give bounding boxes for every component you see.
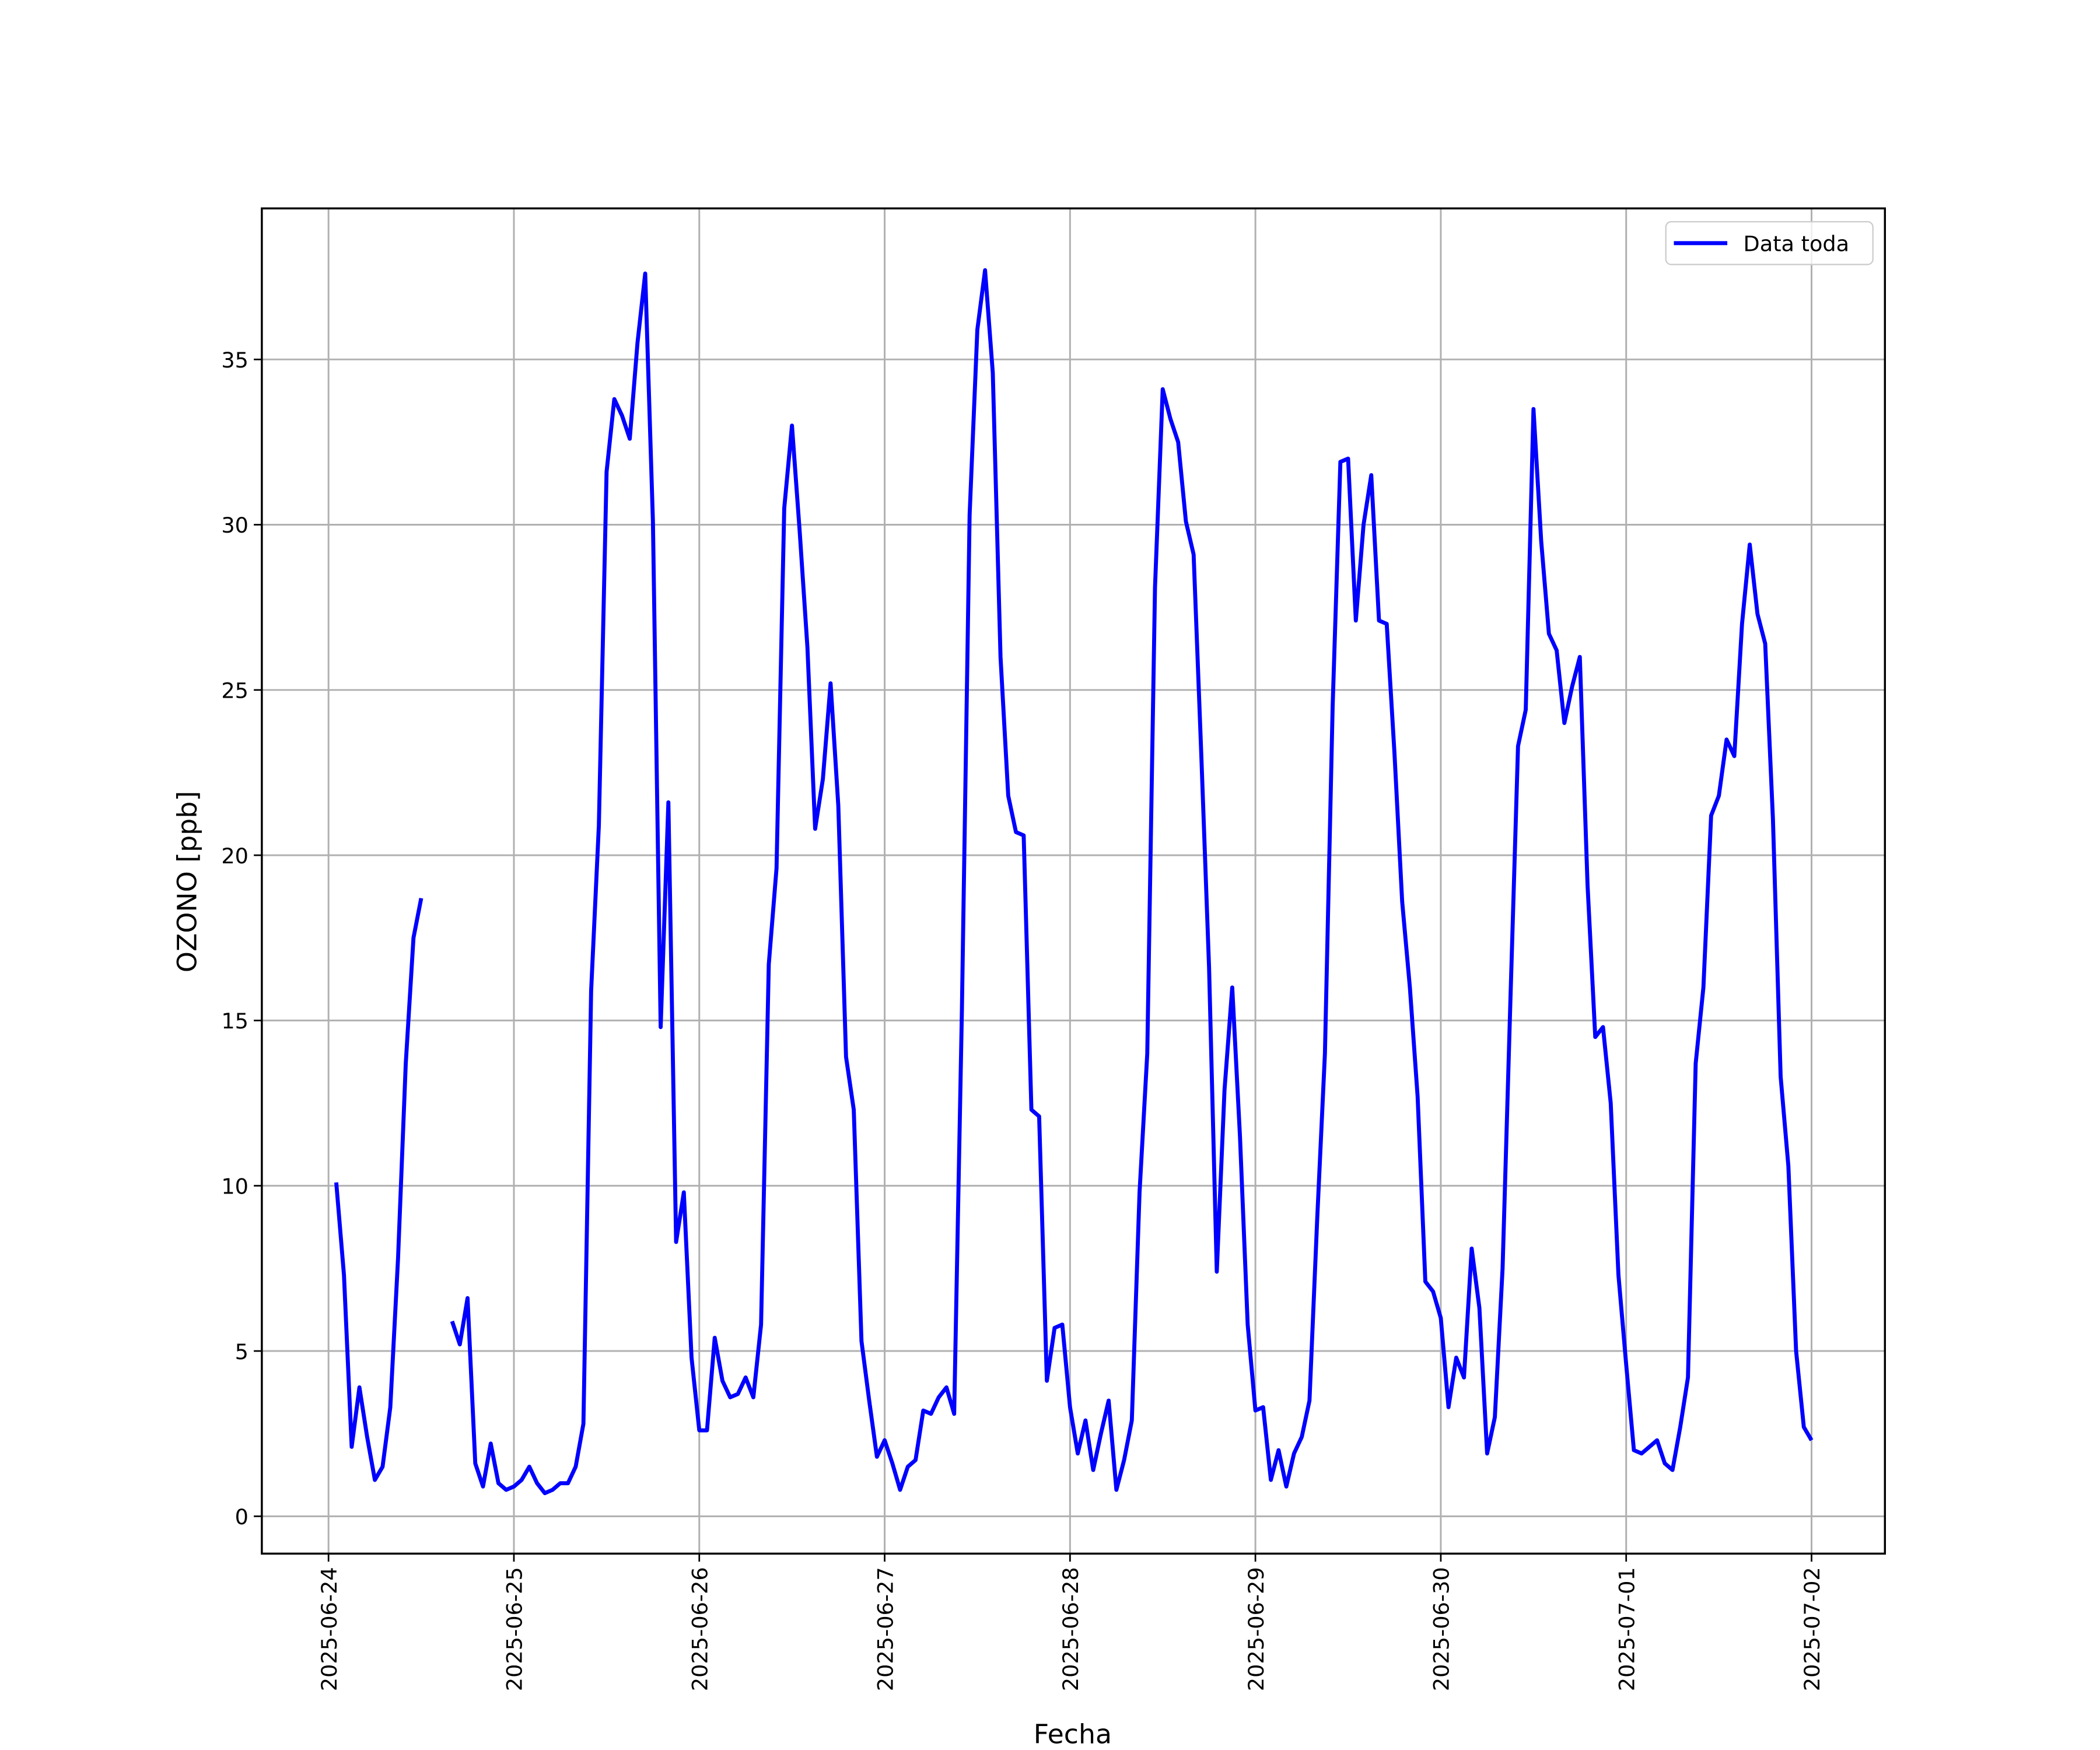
y-tick-label: 25 bbox=[221, 678, 249, 704]
y-tick-label: 10 bbox=[221, 1174, 249, 1199]
y-tick-label: 20 bbox=[221, 844, 249, 869]
x-tick-label: 2025-07-02 bbox=[1800, 1567, 1825, 1691]
legend-box bbox=[1665, 221, 1874, 265]
y-tick-label: 5 bbox=[235, 1339, 249, 1364]
x-tick-label: 2025-06-30 bbox=[1429, 1567, 1454, 1691]
x-tick-label: 2025-06-29 bbox=[1244, 1567, 1269, 1691]
legend: Data toda bbox=[1665, 221, 1874, 265]
x-tick-label: 2025-07-01 bbox=[1614, 1567, 1639, 1691]
x-tick-label: 2025-06-28 bbox=[1058, 1567, 1083, 1691]
y-tick-label: 0 bbox=[235, 1504, 249, 1530]
y-tick-label: 35 bbox=[221, 348, 249, 373]
y-axis-label: OZONO [ppb] bbox=[172, 791, 203, 972]
x-axis-label: Fecha bbox=[1034, 1718, 1112, 1750]
plot-frame bbox=[261, 207, 1887, 1555]
x-tick-label: 2025-06-26 bbox=[687, 1567, 712, 1691]
x-tick-label: 2025-06-27 bbox=[873, 1567, 898, 1691]
data-line bbox=[334, 268, 1814, 1496]
x-tick-label: 2025-06-25 bbox=[502, 1567, 527, 1691]
y-tick-label: 30 bbox=[221, 513, 249, 538]
legend-label: Data toda bbox=[1744, 232, 1850, 257]
x-tick-label: 2025-06-24 bbox=[317, 1567, 342, 1691]
y-tick-label: 15 bbox=[221, 1009, 249, 1034]
